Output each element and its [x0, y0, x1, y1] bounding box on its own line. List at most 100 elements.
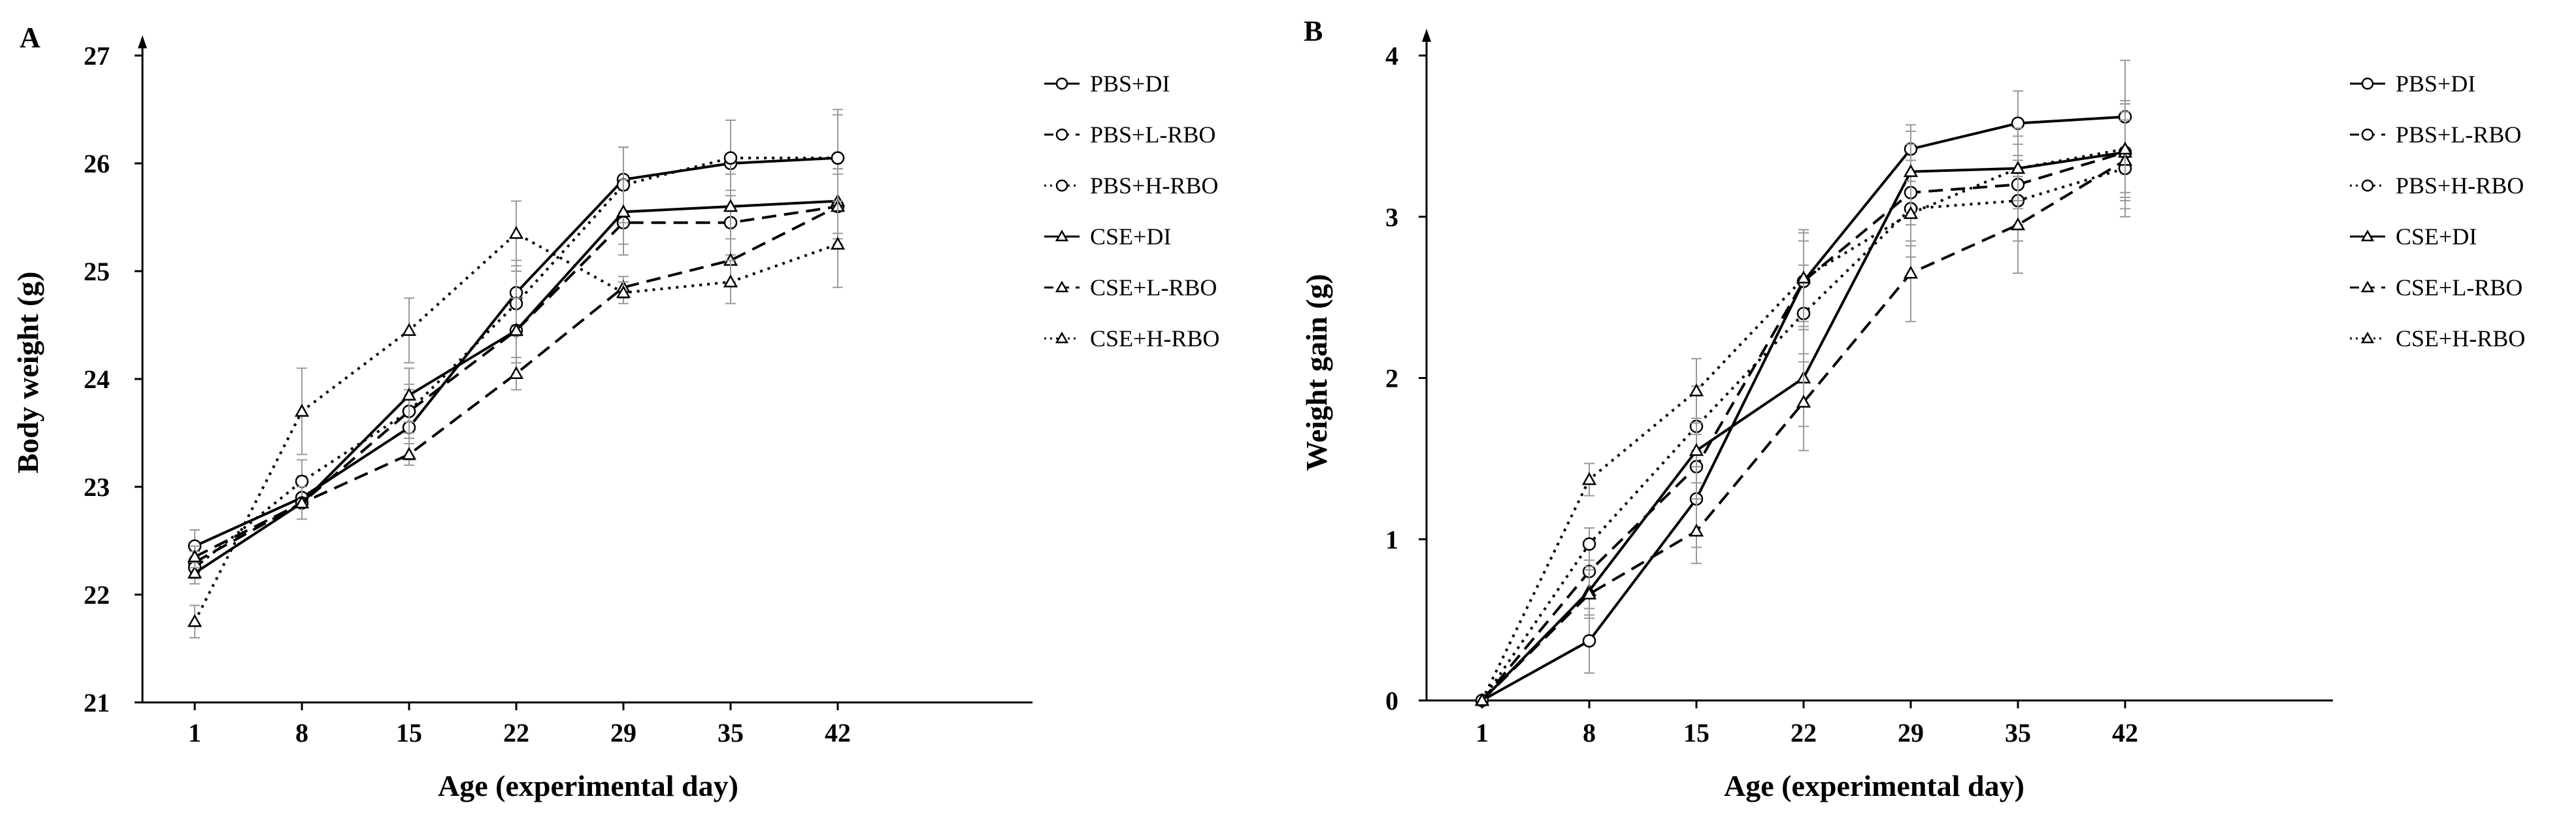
data-point — [294, 403, 310, 417]
data-point — [1689, 442, 1704, 456]
data-point — [1796, 270, 1811, 284]
legend-marker — [1055, 229, 1069, 242]
data-point — [508, 366, 524, 379]
legend-entry: PBS+H-RBO — [2350, 173, 2524, 199]
x-tick-label: 42 — [825, 718, 851, 748]
legend-marker — [1055, 128, 1068, 141]
data-point — [401, 446, 417, 460]
data-point — [723, 151, 738, 165]
legend-label: PBS+DI — [2396, 71, 2475, 97]
legend-entry: PBS+H-RBO — [1044, 173, 1218, 199]
legend-entry: CSE+L-RBO — [1044, 274, 1217, 301]
x-tick-label: 15 — [396, 718, 422, 748]
x-tick-label: 29 — [1898, 718, 1924, 748]
legend-entry: CSE+DI — [2350, 223, 2477, 250]
y-tick-label: 27 — [84, 41, 110, 71]
legend-label: CSE+DI — [2396, 223, 2477, 250]
data-point — [401, 323, 417, 336]
data-point — [401, 387, 417, 401]
data-point — [616, 285, 631, 299]
data-point — [2011, 116, 2025, 130]
legend-marker — [1055, 77, 1068, 90]
series-cse-h-rbo — [1474, 100, 2133, 706]
legend-marker — [2361, 128, 2374, 141]
x-tick-label: 8 — [295, 718, 308, 748]
legend-marker — [2361, 77, 2374, 90]
legend-entry: CSE+H-RBO — [2350, 325, 2525, 352]
data-point — [1581, 586, 1597, 600]
legend-label: PBS+L-RBO — [2396, 122, 2521, 148]
data-point — [1903, 164, 1919, 177]
data-point — [830, 237, 846, 250]
x-axis-title: Age (experimental day) — [438, 769, 738, 802]
y-tick-label: 25 — [84, 257, 110, 286]
chart-panel-a: A 21 22 23 24 25 26 27 1 8 15 22 29 35 42 Age (experime… — [11, 22, 1219, 802]
panel-label: B — [1304, 15, 1323, 47]
legend-label: PBS+DI — [1090, 71, 1170, 97]
data-point — [1474, 693, 1490, 706]
y-tick-label: 23 — [84, 472, 110, 502]
data-point — [1903, 265, 1919, 279]
legend-entry: PBS+DI — [1044, 71, 1170, 97]
data-point — [294, 495, 310, 508]
legend-label: CSE+DI — [1090, 223, 1171, 250]
legend-label: CSE+H-RBO — [1090, 325, 1219, 352]
x-tick-label: 22 — [503, 718, 529, 748]
y-tick-label: 0 — [1385, 686, 1398, 715]
legend-marker — [2360, 229, 2375, 242]
data-point — [187, 614, 203, 627]
y-tick-label: 26 — [84, 149, 110, 178]
legend-marker — [2361, 179, 2374, 192]
data-point — [1581, 472, 1597, 485]
x-tick-label: 35 — [718, 718, 744, 748]
x-tick-label: 15 — [1683, 718, 1709, 748]
data-point — [2117, 141, 2133, 155]
legend-marker — [2360, 280, 2375, 293]
data-point — [295, 474, 309, 488]
y-tick-label: 4 — [1385, 41, 1398, 71]
data-point — [616, 204, 631, 218]
data-point — [187, 549, 203, 563]
x-tick-label: 29 — [610, 718, 636, 748]
y-tick-label: 21 — [84, 688, 110, 717]
series-cse-h-rbo — [187, 200, 846, 638]
y-tick-label: 2 — [1385, 364, 1398, 393]
y-tick-label: 3 — [1385, 203, 1398, 232]
legend-entry: CSE+H-RBO — [1044, 325, 1219, 352]
legend-label: PBS+H-RBO — [1090, 173, 1218, 199]
y-axis-title: Weight gain (g) — [1300, 274, 1333, 471]
data-point — [508, 323, 524, 336]
x-tick-label: 22 — [1791, 718, 1817, 748]
legend-label: CSE+L-RBO — [2396, 274, 2522, 301]
legend-label: CSE+L-RBO — [1090, 274, 1217, 301]
data-point — [2010, 217, 2026, 231]
data-point — [723, 199, 738, 212]
data-point — [831, 151, 845, 165]
legend-entry: PBS+L-RBO — [2350, 122, 2521, 148]
chart-panel-b: B 0 1 2 3 4 1 8 15 22 29 35 42 Age (experimental day)… — [1300, 15, 2525, 802]
series-cse-l-rbo — [1474, 111, 2133, 706]
panel-label: A — [20, 22, 41, 54]
x-tick-label: 1 — [188, 718, 201, 748]
y-axis-title: Body weight (g) — [11, 271, 44, 473]
data-point — [1796, 394, 1811, 408]
x-tick-label: 42 — [2112, 718, 2138, 748]
data-point — [1689, 383, 1704, 397]
legend-label: PBS+H-RBO — [2396, 173, 2524, 199]
y-tick-label: 1 — [1385, 525, 1398, 554]
legend-entry: CSE+DI — [1044, 223, 1171, 250]
x-tick-label: 8 — [1583, 718, 1596, 748]
legend-marker — [2360, 331, 2375, 344]
y-tick-label: 22 — [84, 580, 110, 610]
legend-entry: PBS+DI — [2350, 71, 2475, 97]
data-point — [1689, 523, 1704, 537]
legend-marker — [1055, 331, 1069, 344]
y-axis-arrow — [138, 35, 147, 48]
series-cse-l-rbo — [187, 173, 846, 568]
data-point — [1582, 634, 1596, 648]
data-point — [1903, 206, 1919, 220]
legend-marker — [1055, 179, 1068, 192]
data-point — [1582, 537, 1596, 551]
x-tick-label: 35 — [2005, 718, 2031, 748]
x-tick-label: 1 — [1476, 718, 1489, 748]
